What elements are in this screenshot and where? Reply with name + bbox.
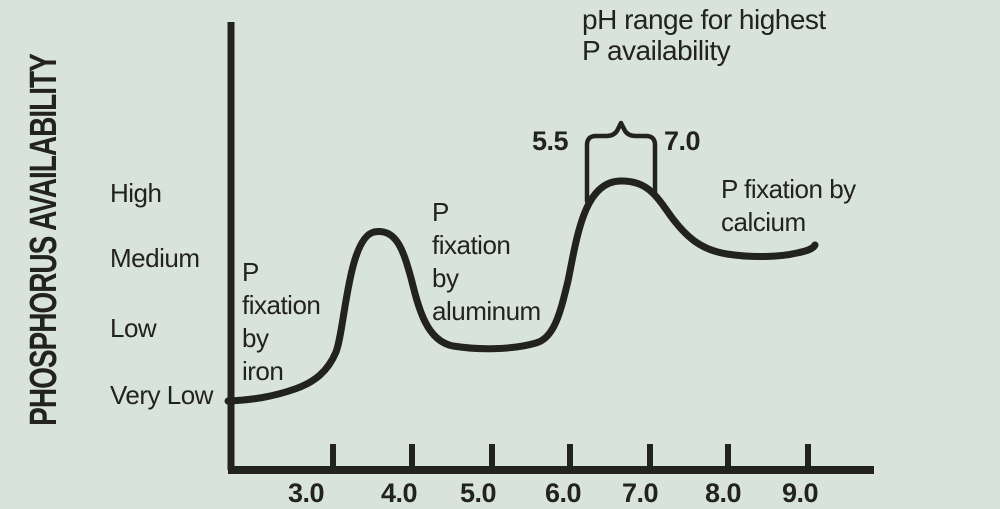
y-level-label-medium: Medium bbox=[110, 243, 200, 273]
annotation-p-fixation-iron: P fixation by iron bbox=[242, 256, 321, 388]
y-level-label-high: High bbox=[110, 178, 162, 208]
x-tick-label-4: 4.0 bbox=[380, 478, 418, 508]
y-axis-title: PHOSPHORUS AVAILABILITY bbox=[22, 54, 65, 426]
annotation-p-fixation-aluminum: P fixation by aluminum bbox=[432, 196, 541, 328]
annotation-line: P fixation by bbox=[721, 174, 856, 204]
annotation-p-fixation-calcium: P fixation by calcium bbox=[721, 173, 856, 239]
annotation-line: calcium bbox=[721, 207, 806, 237]
y-level-label-low: Low bbox=[110, 313, 157, 343]
annotation-line: by bbox=[242, 323, 269, 353]
x-tick-label-7: 7.0 bbox=[621, 478, 659, 508]
bracket-right-value: 7.0 bbox=[664, 126, 701, 156]
annotation-line: fixation bbox=[242, 290, 321, 320]
annotation-line: P bbox=[432, 197, 449, 227]
x-tick-label-5: 5.0 bbox=[459, 478, 497, 508]
x-tick-label-9: 9.0 bbox=[781, 478, 819, 508]
annotation-line: iron bbox=[242, 356, 284, 386]
x-tick-label-6: 6.0 bbox=[544, 478, 582, 508]
x-tick-label-3: 3.0 bbox=[287, 478, 325, 508]
annotation-line: pH range for highest bbox=[582, 4, 826, 35]
annotation-line: P bbox=[242, 257, 259, 287]
annotation-line: aluminum bbox=[432, 296, 541, 326]
availability-curve bbox=[224, 177, 819, 405]
x-tick-label-8: 8.0 bbox=[704, 478, 742, 508]
annotation-line: P availability bbox=[582, 35, 731, 66]
y-level-label-very-low: Very Low bbox=[110, 380, 213, 410]
x-axis-tick-marks bbox=[330, 444, 811, 467]
bracket-left-value: 5.5 bbox=[531, 126, 569, 156]
annotation-line: by bbox=[432, 263, 459, 293]
ph-range-bracket bbox=[584, 120, 658, 204]
annotation-line: fixation bbox=[432, 230, 511, 260]
annotation-ph-range: pH range for highest P availability bbox=[582, 4, 826, 66]
